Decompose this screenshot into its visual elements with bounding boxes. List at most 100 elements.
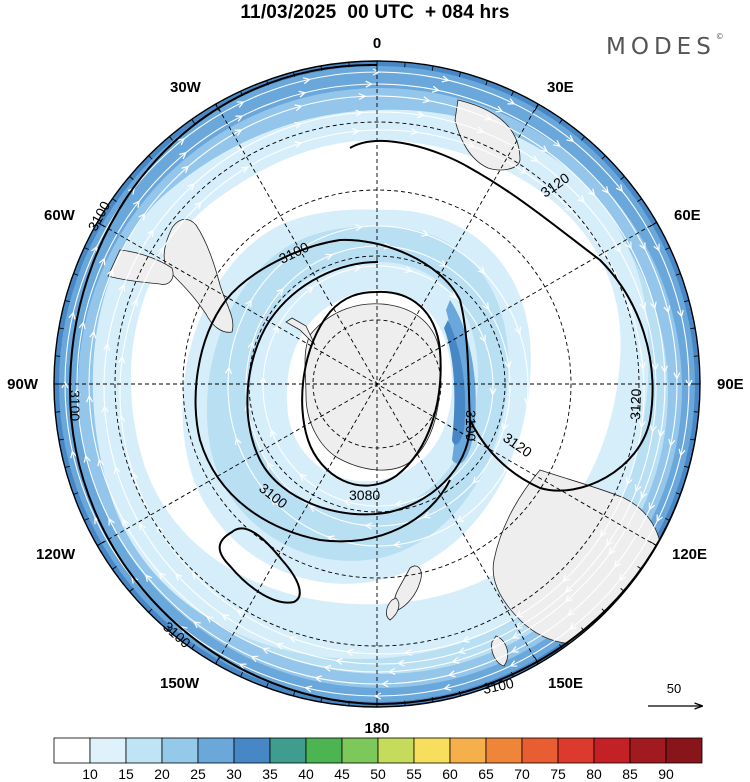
wind-arrowhead xyxy=(467,141,476,149)
border-tick xyxy=(620,588,625,592)
wind-arrowhead xyxy=(663,305,671,314)
wind-arrowhead xyxy=(461,635,470,643)
border-tick xyxy=(534,656,539,664)
contour-3100-closed xyxy=(218,527,301,604)
colorbar-swatch xyxy=(449,737,487,764)
colorbar-swatch xyxy=(197,737,235,764)
wind-arrowhead xyxy=(668,438,676,447)
wind-arrowhead xyxy=(657,429,665,438)
wind-arrowhead xyxy=(449,291,457,299)
wind-arrowhead xyxy=(392,540,401,548)
wind-arrowhead xyxy=(294,141,303,149)
wind-arrowhead xyxy=(421,229,430,237)
wind-arrowhead xyxy=(511,632,520,639)
wind-arrowhead xyxy=(132,200,140,208)
border-tick xyxy=(485,682,488,688)
border-tick xyxy=(240,672,244,677)
lon-label-0: 0 xyxy=(373,35,381,52)
wind-arrowhead xyxy=(477,438,484,447)
wind-arrowhead xyxy=(158,571,166,580)
streamline-5 xyxy=(119,129,645,655)
streamline-4 xyxy=(103,111,657,665)
colorbar-swatch xyxy=(305,737,343,764)
border-tick xyxy=(58,327,64,330)
colorbar-tick-label: 75 xyxy=(550,766,566,782)
wind-arrowhead xyxy=(194,201,202,210)
wind-arrowhead xyxy=(504,360,512,369)
wind-arrowhead xyxy=(238,663,247,670)
wind-arrowhead xyxy=(507,98,516,105)
wind-arrowhead xyxy=(615,184,624,193)
map-title: 11/03/2025 00 UTC + 084 hrs xyxy=(240,2,510,23)
wind-arrowhead xyxy=(70,450,78,459)
wind-arrowhead xyxy=(326,535,335,543)
border-tick xyxy=(559,119,563,124)
wind-arrowhead xyxy=(325,253,334,261)
border-tick xyxy=(510,672,514,677)
wind-arrowhead xyxy=(605,538,613,547)
border-tick xyxy=(129,176,134,180)
border-tick xyxy=(684,299,690,303)
border-tick xyxy=(64,299,70,303)
wind-arrowhead xyxy=(78,321,86,330)
colorbar-tick-label: 80 xyxy=(586,766,602,782)
border-tick xyxy=(169,627,173,632)
wind-arrowhead xyxy=(250,655,259,663)
colorbar-swatch xyxy=(629,737,667,764)
wind-arrowhead xyxy=(234,129,243,136)
wind-arrowhead xyxy=(625,241,632,250)
wind-arrowhead xyxy=(323,664,332,672)
border-tick xyxy=(637,198,642,202)
height-contours xyxy=(68,63,700,706)
streamline-7 xyxy=(245,245,511,527)
colorbar-swatch xyxy=(161,737,199,764)
wind-arrowhead xyxy=(447,670,456,678)
colorbar-tick-label: 10 xyxy=(82,766,98,782)
border-tick xyxy=(675,273,681,276)
wind-arrowhead xyxy=(439,260,448,267)
border-tick xyxy=(510,91,514,96)
wind-arrowhead xyxy=(306,286,314,294)
wind-arrowhead xyxy=(98,257,106,266)
wind-arrowhead xyxy=(651,363,659,372)
border-tick xyxy=(620,176,625,180)
contour-3100-inner xyxy=(246,261,472,516)
wind-arrowhead xyxy=(472,476,480,484)
wind-arrowhead xyxy=(234,437,242,446)
wind-arrowhead xyxy=(482,302,490,311)
wind-arrowhead xyxy=(501,422,509,431)
border-tick xyxy=(292,691,296,697)
contour-3100-outer xyxy=(68,63,700,706)
border-tick xyxy=(559,644,563,649)
border-tick xyxy=(684,465,690,469)
wind-arrowhead xyxy=(236,609,245,617)
wind-arrowhead xyxy=(404,648,413,656)
lon-label-60E: 60E xyxy=(674,207,701,224)
wind-arrowhead xyxy=(422,96,431,104)
wind-arrowhead xyxy=(601,186,610,194)
border-tick xyxy=(58,438,64,441)
wind-arrowhead xyxy=(489,388,497,396)
colorbar-swatch xyxy=(233,737,271,764)
border-tick xyxy=(431,65,434,71)
wind-arrowhead xyxy=(364,522,373,530)
contour-label: 3080 xyxy=(349,487,380,503)
wind-arrowhead xyxy=(484,114,493,121)
colorbar-swatch xyxy=(485,737,523,764)
wind-arrowhead xyxy=(614,245,621,254)
wind-arrowhead xyxy=(193,621,201,629)
wind-arrowhead xyxy=(649,424,657,433)
contour-3120 xyxy=(194,140,654,543)
wind-arrowhead xyxy=(457,647,466,655)
wind-arrowhead xyxy=(103,343,111,352)
colorbar-tick-label: 85 xyxy=(622,766,638,782)
border-tick xyxy=(485,80,488,86)
wind-arrowhead xyxy=(89,330,97,339)
reference-vector-value: 50 xyxy=(667,681,681,696)
border-tick xyxy=(84,247,89,251)
wind-arrowhead xyxy=(365,80,374,88)
wind-arrowhead xyxy=(275,642,284,650)
streamline-8 xyxy=(262,265,494,507)
border-tick xyxy=(73,273,79,276)
wind-arrowhead xyxy=(294,121,303,129)
